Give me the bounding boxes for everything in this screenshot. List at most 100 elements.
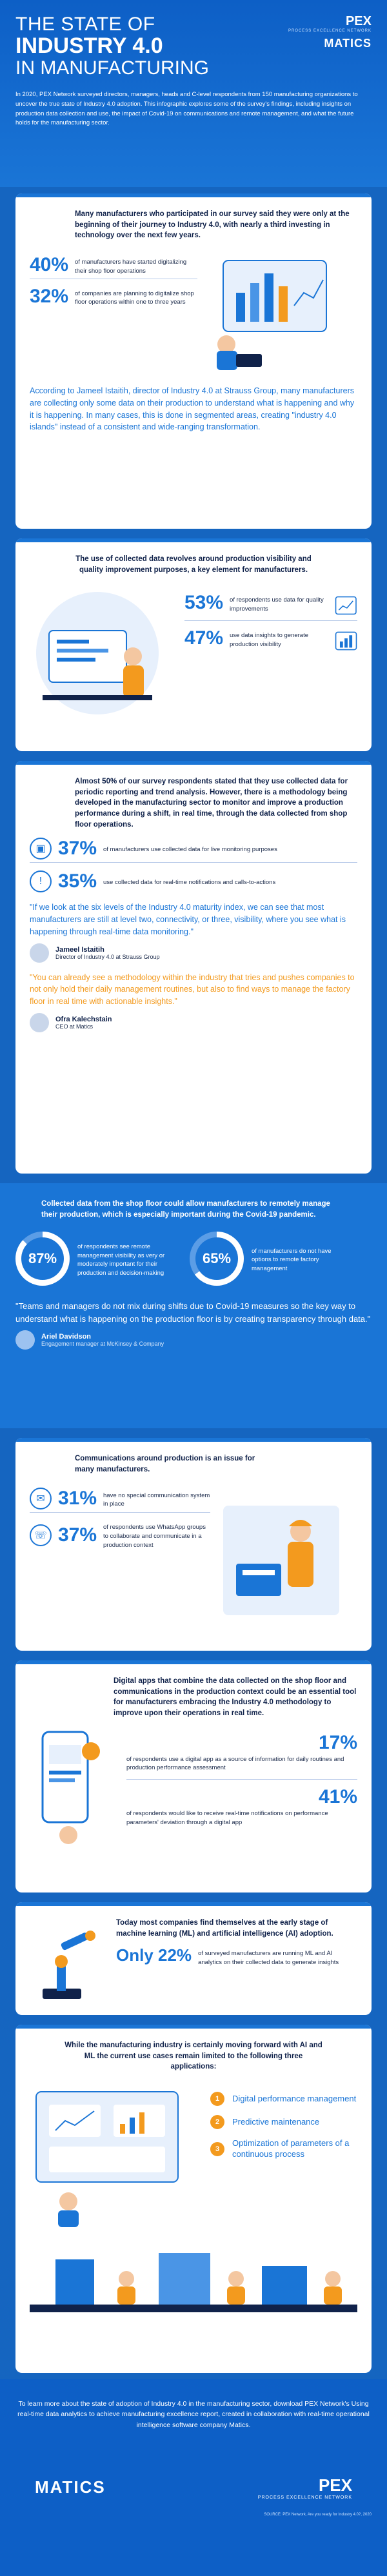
phone-icon: ☏ (30, 1524, 52, 1546)
stat-text: of respondents use a digital app as a so… (126, 1755, 344, 1772)
donut-value: 87% (21, 1237, 64, 1281)
section-digitalization: Many manufacturers who participated in o… (15, 193, 372, 529)
stat-row: ✉ 31% have no special communication syst… (30, 1488, 210, 1510)
factory-line-illustration (30, 2253, 357, 2313)
card-accent-bar (15, 1902, 372, 1906)
stat-number: 37% (58, 838, 97, 860)
stat-row: 41% (126, 1787, 357, 1807)
avatar (30, 1012, 49, 1032)
footer-text: To learn more about the state of adoptio… (17, 2400, 370, 2429)
list-item: 3 Optimization of parameters of a contin… (210, 2138, 357, 2160)
stat-text: use collected data for real-time notific… (103, 879, 276, 887)
worker-illustration (36, 592, 159, 715)
title-line-1: THE STATE OF (15, 14, 155, 35)
stat-number: 32% (30, 285, 69, 307)
stat-row: 53% of respondents use data for quality … (184, 593, 357, 618)
card-accent-bar (15, 538, 372, 542)
intro-text: In 2020, PEX Network surveyed directors,… (15, 91, 358, 127)
growth-chart-icon (335, 596, 357, 615)
footer-logos: MATICS PEX PROCESS EXCELLENCE NETWORK (15, 2475, 372, 2500)
stat-row: ☏ 37% of respondents use WhatsApp groups… (30, 1520, 210, 1549)
section-digital-apps: Digital apps that combine the data colle… (15, 1660, 372, 1893)
bar-chart-icon (335, 631, 357, 651)
chat-icon: ✉ (30, 1488, 52, 1510)
quote-author: Ofra Kalechstain (55, 1015, 112, 1023)
list-number: 2 (210, 2115, 224, 2130)
stat-number: Only 22% (116, 1945, 192, 1965)
stat-number: 53% (184, 592, 224, 614)
stat-number: 17% (318, 1731, 357, 1753)
section6-lead: Digital apps that combine the data colle… (114, 1677, 357, 1718)
section-communications: Communications around production is an i… (15, 1438, 372, 1651)
divider (30, 862, 357, 863)
card-accent-bar (15, 1660, 372, 1664)
section4-lead: Collected data from the shop floor could… (41, 1200, 330, 1219)
section1-body: According to Jameel Istaitih, director o… (30, 386, 355, 432)
title-line-2: INDUSTRY 4.0 (15, 33, 163, 58)
stat-text: use data insights to generate production… (230, 632, 309, 649)
mobile-app-illustration (41, 1731, 100, 1844)
stat-text: of respondents use data for quality impr… (230, 596, 324, 613)
section3-lead: Almost 50% of our survey respondents sta… (75, 778, 348, 829)
stat-number: 35% (58, 870, 97, 892)
stat-text: of manufacturers use collected data for … (103, 846, 277, 854)
list-number: 1 (210, 2092, 224, 2107)
section8-lead: While the manufacturing industry is cert… (64, 2041, 322, 2071)
stat-text: of surveyed manufacturers are running ML… (198, 1950, 339, 1967)
divider (184, 620, 357, 622)
list-label: Predictive maintenance (232, 2116, 320, 2127)
section-remote-management: Collected data from the shop floor could… (0, 1183, 387, 1428)
quote-text: "Teams and managers do not mix during sh… (15, 1301, 371, 1324)
applications-list: 1 Digital performance management 2 Predi… (197, 2085, 357, 2227)
stat-text: of respondents see remote management vis… (77, 1243, 165, 1277)
section1-lead: Many manufacturers who participated in o… (75, 210, 350, 240)
title-line-3: IN MANUFACTURING (15, 57, 209, 79)
pex-logo: PEX (345, 14, 372, 28)
monitor-icon: ▣ (30, 838, 52, 860)
list-item: 1 Digital performance management (210, 2092, 357, 2107)
stat-text: of manufacturers have started digitalizi… (75, 259, 187, 275)
list-label: Optimization of parameters of a continuo… (232, 2138, 350, 2159)
list-number: 3 (210, 2141, 224, 2156)
quote-role: Engagement manager at McKinsey & Company (41, 1341, 164, 1348)
section7-lead: Today most companies find themselves at … (116, 1919, 333, 1938)
quote-author: Jameel Istaitih (55, 945, 104, 954)
monitoring-dashboard-illustration (35, 2091, 179, 2228)
stat-row: 47% use data insights to generate produc… (184, 629, 357, 653)
list-label: Digital performance management (232, 2093, 357, 2103)
footer: To learn more about the state of adoptio… (0, 2379, 387, 2576)
section-data-use: The use of collected data revolves aroun… (15, 538, 372, 751)
card-accent-bar (15, 2025, 372, 2029)
list-item: 2 Predictive maintenance (210, 2115, 357, 2130)
section-realtime: Almost 50% of our survey respondents sta… (15, 761, 372, 1174)
quote-role: CEO at Matics (55, 1023, 94, 1030)
card-accent-bar (15, 761, 372, 765)
factory-worker-illustration (223, 1506, 339, 1616)
donut-87: 87% (15, 1232, 70, 1286)
stat-number: 41% (318, 1786, 357, 1808)
donut-value: 65% (195, 1237, 238, 1281)
quote-role: Director of Industry 4.0 at Strauss Grou… (55, 953, 160, 960)
quote-author: Ariel Davidson (41, 1333, 92, 1341)
card-accent-bar (15, 1438, 372, 1442)
matics-logo: MATICS (35, 2477, 106, 2497)
stat-number: 47% (184, 627, 224, 649)
section2-lead: The use of collected data revolves aroun… (75, 555, 312, 574)
card-accent-bar (15, 193, 372, 197)
stat-text: of respondents would like to receive rea… (126, 1810, 328, 1826)
analytics-illustration (217, 260, 327, 371)
matics-logo: MATICS (324, 37, 372, 50)
source-text: SOURCE: PEX Network, Are you ready for I… (264, 2512, 372, 2517)
section5-lead: Communications around production is an i… (75, 1455, 255, 1473)
stat-number: 40% (30, 254, 69, 276)
stat-text: of manufacturers do not have options to … (252, 1247, 332, 1273)
stat-row: ▣ 37% of manufacturers use collected dat… (30, 838, 357, 860)
stat-row: 17% (126, 1733, 357, 1753)
avatar (30, 943, 49, 963)
quote-text: "If we look at the six levels of the Ind… (30, 903, 346, 936)
stat-row: Only 22% of surveyed manufacturers are r… (116, 1947, 357, 1967)
pex-logo: PEX (318, 2475, 352, 2495)
stat-text: have no special communication system in … (103, 1491, 210, 1508)
section-ml-ai: Today most companies find themselves at … (15, 1902, 372, 2015)
stat-number: 37% (58, 1524, 97, 1546)
